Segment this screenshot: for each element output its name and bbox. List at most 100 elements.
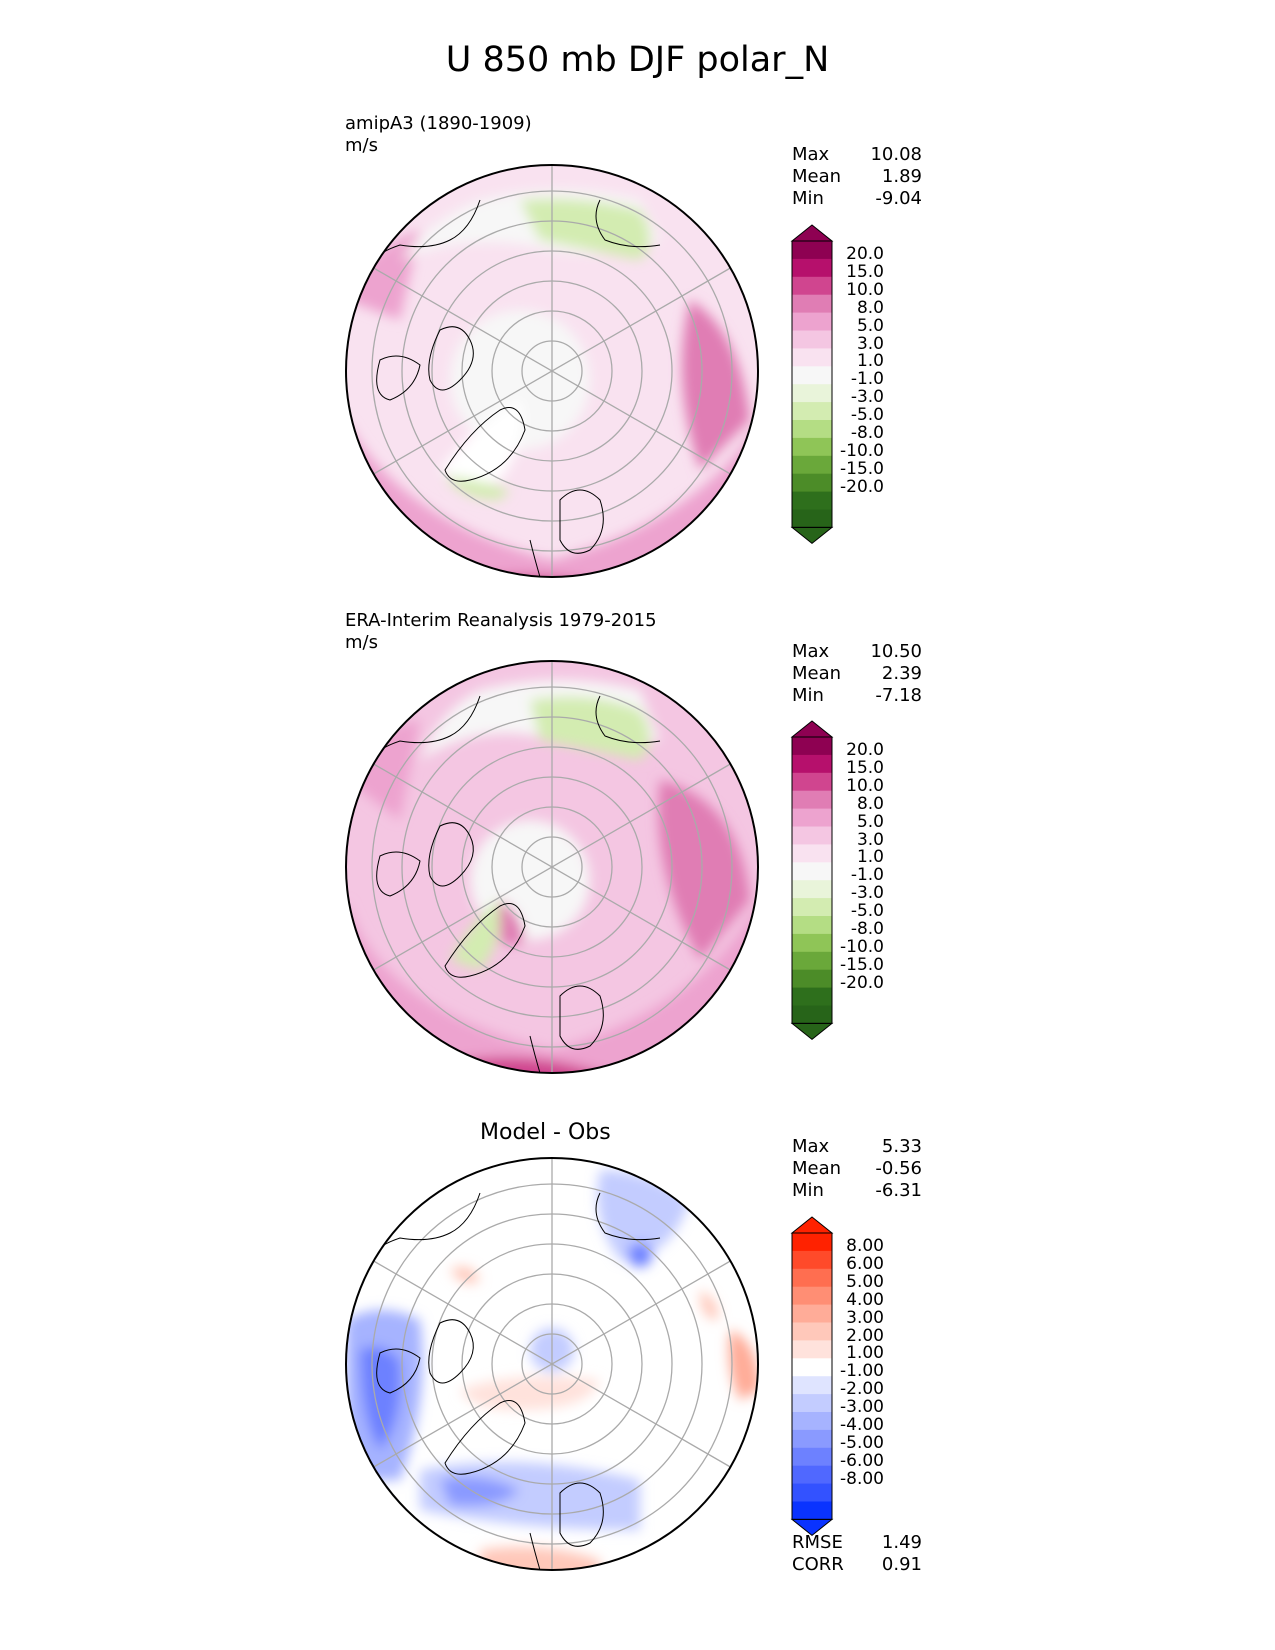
field-region-greenland-easterly	[450, 900, 501, 970]
colorbar-tick-label: -15.0	[840, 458, 884, 479]
panel-2-stats: Max 10.50 Mean 2.39 Min -7.18	[792, 641, 922, 707]
colorbar-tick-label: -5.0	[850, 405, 884, 426]
colorbar-segment	[792, 1304, 832, 1323]
colorbar-extend-high	[790, 224, 834, 242]
colorbar-tick-label: -8.0	[850, 919, 884, 940]
colorbar-tick-label: -1.0	[850, 369, 884, 390]
field-region-easterly	[530, 696, 650, 760]
colorbar-tick-label: 5.00	[846, 1271, 884, 1292]
stat-value: -6.31	[875, 1180, 922, 1201]
field-region-positive-bias	[480, 1546, 600, 1570]
stat-value: 10.08	[870, 144, 922, 165]
graticule	[371, 165, 733, 577]
colorbar-segment	[792, 987, 832, 1006]
colorbar-tick-label: 1.0	[856, 351, 884, 372]
colorbar-segment	[792, 826, 832, 845]
colorbar-segment	[792, 348, 832, 367]
colorbar-segment	[792, 1340, 832, 1359]
stat-value: -0.56	[875, 1158, 922, 1179]
colorbar-tick-label: 8.0	[856, 793, 884, 814]
field-region-strong-negative-bias	[628, 1243, 652, 1267]
colorbar-tick-label: -8.0	[850, 423, 884, 444]
stat-value: 2.39	[881, 663, 922, 684]
stat-value: 5.33	[881, 1136, 922, 1157]
colorbar-tick-label: 15.0	[846, 757, 884, 778]
colorbar-segment	[792, 1376, 832, 1395]
colorbar-extend-high	[790, 1216, 834, 1234]
colorbar-tick-label: -15.0	[840, 954, 884, 975]
colorbar-segment	[792, 1268, 832, 1288]
colorbar-3-ticks: 8.00 6.00 5.00 4.00 3.00 2.00 1.00 -1.00 -2.00 -3…	[834, 1236, 884, 1489]
colorbar-segment	[792, 491, 832, 510]
colorbar-segment	[792, 862, 832, 881]
stat-label: Min	[792, 685, 824, 706]
colorbar-extend-low	[790, 1518, 834, 1537]
field-region-pacific-jet	[658, 780, 750, 960]
figure-title: U 850 mb DJF polar_N	[445, 40, 830, 80]
colorbar-segment	[792, 1233, 832, 1252]
colorbar-extend-low	[790, 526, 834, 545]
colorbar-segment	[792, 1447, 832, 1467]
colorbar-tick-label: -5.0	[850, 901, 884, 922]
stat-label: Min	[792, 188, 824, 209]
colorbar-segment	[792, 241, 832, 260]
colorbar-segment	[792, 790, 832, 810]
stat-value: -9.04	[875, 188, 922, 209]
colorbar-segment	[792, 772, 832, 792]
field-region-greenland-jet	[500, 900, 525, 945]
stat-value: 10.50	[870, 641, 922, 662]
colorbar-tick-label: -6.00	[840, 1450, 884, 1471]
colorbar-segment	[792, 898, 832, 917]
field-region-pole	[450, 310, 590, 450]
colorbar-segment	[792, 384, 832, 403]
colorbar-tick-label: -1.00	[840, 1361, 884, 1382]
panel-2-title: ERA-Interim Reanalysis 1979-2015	[345, 610, 657, 631]
colorbar-segment	[792, 951, 832, 971]
colorbar-tick-label: -3.00	[840, 1397, 884, 1418]
colorbar-tick-label: 6.00	[846, 1253, 884, 1274]
colorbar-segment	[792, 1358, 832, 1377]
colorbar-segment	[792, 455, 832, 475]
colorbar-segment	[792, 509, 832, 528]
colorbar-tick-label: 1.00	[846, 1343, 884, 1364]
colorbar-tick-label: 3.00	[846, 1307, 884, 1328]
colorbar-extend-high	[790, 720, 834, 738]
stat-value: 0.91	[881, 1554, 922, 1575]
field-region-strong-negative-bias	[440, 1476, 520, 1506]
colorbar-tick-label: 20.0	[846, 740, 884, 760]
colorbar-tick-label: 1.0	[856, 847, 884, 868]
panel-3-stats: Max 5.33 Mean -0.56 Min -6.31	[792, 1136, 922, 1202]
field-region-westerly	[346, 230, 420, 320]
colorbar-2	[790, 720, 834, 1041]
colorbar-tick-label: 2.00	[846, 1325, 884, 1346]
colorbar-segment	[792, 276, 832, 296]
colorbar-2-ticks: 20.0 15.0 10.0 8.0 5.0 3.0 1.0 -1.0 -3.0 -5.0 -8.0…	[834, 740, 884, 993]
colorbar-outline	[791, 240, 833, 528]
colorbar-segment	[792, 969, 832, 989]
map-boundary	[345, 164, 759, 578]
stat-label: CORR	[792, 1554, 844, 1575]
field-region-greenland	[440, 400, 523, 484]
stat-label: Mean	[792, 166, 842, 187]
coastlines	[376, 1192, 661, 1570]
colorbar-tick-label: -1.0	[850, 865, 884, 886]
stat-label: Mean	[792, 663, 842, 684]
colorbar-segment	[792, 1501, 832, 1520]
colorbar-tick-label: 20.0	[846, 244, 884, 264]
colorbar-segment	[792, 402, 832, 421]
coastlines	[376, 199, 661, 577]
colorbar-tick-label: 8.0	[856, 297, 884, 318]
colorbar-tick-label: -2.00	[840, 1379, 884, 1400]
colorbar-tick-label: -8.00	[840, 1468, 884, 1489]
colorbar-segment	[792, 737, 832, 756]
colorbar-segment	[792, 258, 832, 278]
panel-3-extra-stats: RMSE 1.49 CORR 0.91	[792, 1532, 922, 1576]
colorbar-segment	[792, 844, 832, 863]
colorbar-extend-low	[790, 1022, 834, 1041]
map-boundary	[345, 660, 759, 1074]
colorbar-tick-label: 8.00	[846, 1236, 884, 1256]
colorbar-segment	[792, 1412, 832, 1431]
colorbar-segment	[792, 420, 832, 439]
coastlines	[376, 695, 661, 1073]
stat-label: Max	[792, 144, 830, 165]
